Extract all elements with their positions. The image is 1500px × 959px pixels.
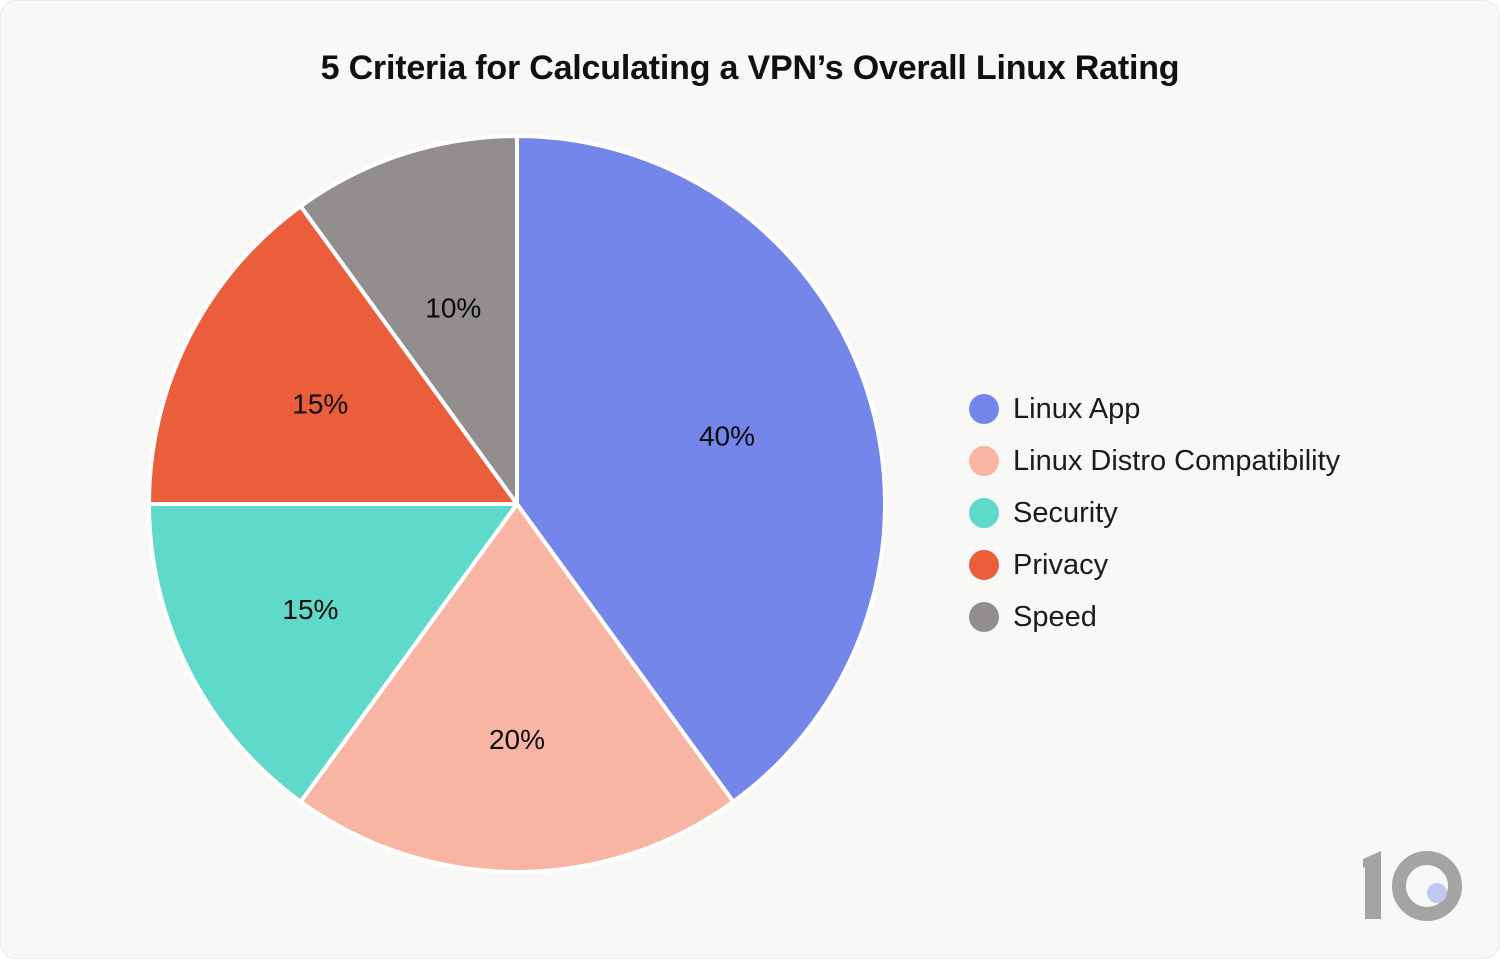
legend-item-security: Security xyxy=(969,498,1340,528)
slice-value-label: 10% xyxy=(425,293,481,324)
pie-chart-svg: 40% 20% 15% 15% 10% xyxy=(147,134,887,874)
pie-slice-speed xyxy=(298,134,519,506)
pie-chart: 40% 20% 15% 15% 10% xyxy=(144,131,890,877)
legend: Linux App Linux Distro Compatibility Sec… xyxy=(969,394,1340,632)
legend-label: Linux App xyxy=(1013,393,1141,425)
pie-slice-privacy xyxy=(147,204,519,506)
top10vpn-logo-icon xyxy=(1363,851,1462,921)
legend-item-speed: Speed xyxy=(969,602,1340,632)
slice-value-label: 40% xyxy=(699,420,755,451)
legend-swatch-icon xyxy=(969,394,999,424)
legend-item-linux-app: Linux App xyxy=(969,394,1340,424)
legend-label: Security xyxy=(1013,497,1118,529)
slice-value-label: 15% xyxy=(282,594,338,625)
slice-value-label: 15% xyxy=(292,388,348,419)
legend-swatch-icon xyxy=(969,602,999,632)
pie-slice-linux-app xyxy=(515,134,887,804)
legend-label: Linux Distro Compatibility xyxy=(1013,445,1341,477)
slice-value-label: 20% xyxy=(489,724,545,755)
chart-title: 5 Criteria for Calculating a VPN’s Overa… xyxy=(320,49,1180,87)
legend-label: Privacy xyxy=(1013,549,1109,581)
legend-label: Speed xyxy=(1013,601,1097,633)
legend-item-linux-distro-compatibility: Linux Distro Compatibility xyxy=(969,446,1340,476)
legend-swatch-icon xyxy=(969,550,999,580)
legend-swatch-icon xyxy=(969,498,999,528)
pie-slice-security xyxy=(147,502,519,804)
legend-swatch-icon xyxy=(969,446,999,476)
top10vpn-logo: 10 xyxy=(1357,849,1463,921)
pie-slice-linux-distro-compatibility xyxy=(298,502,736,874)
legend-item-privacy: Privacy xyxy=(969,550,1340,580)
